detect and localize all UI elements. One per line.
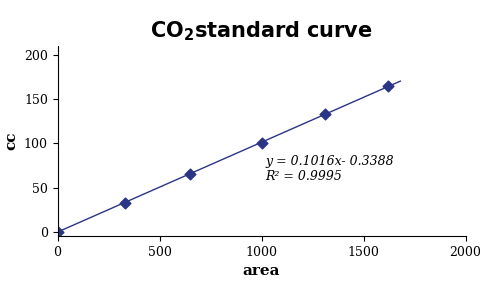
Point bbox=[258, 141, 265, 146]
Point bbox=[321, 112, 329, 116]
Y-axis label: cc: cc bbox=[4, 132, 18, 150]
Point bbox=[186, 172, 194, 177]
X-axis label: area: area bbox=[243, 264, 280, 278]
Point bbox=[384, 84, 392, 88]
Text: y = 0.1016x- 0.3388
R² = 0.9995: y = 0.1016x- 0.3388 R² = 0.9995 bbox=[266, 155, 394, 183]
Title: $\mathbf{CO_2}$$\bf{ standard\ curve}$: $\mathbf{CO_2}$$\bf{ standard\ curve}$ bbox=[150, 20, 373, 43]
Point bbox=[121, 200, 129, 205]
Point bbox=[54, 230, 62, 234]
